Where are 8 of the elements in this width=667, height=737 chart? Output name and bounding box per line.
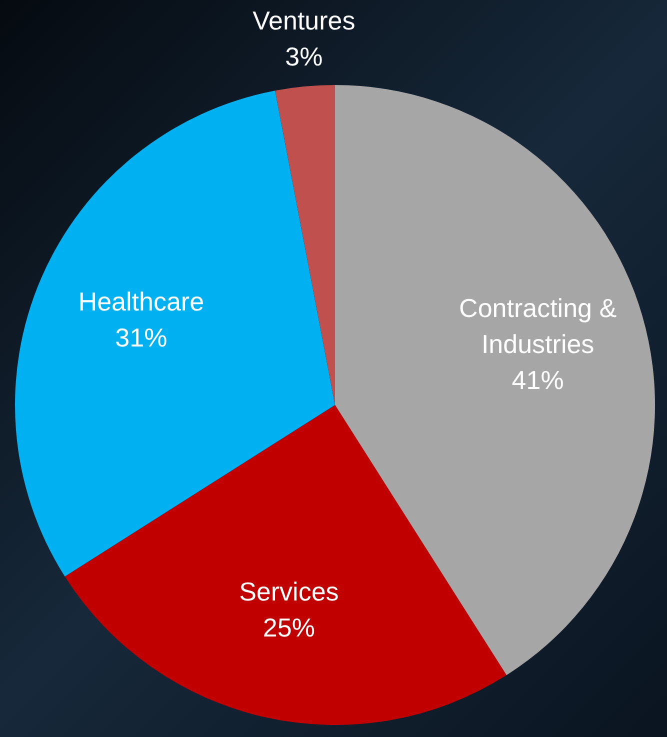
slice-label: Ventures — [252, 6, 356, 36]
slice-label: Services — [239, 576, 339, 606]
slice-label: Healthcare — [78, 286, 204, 316]
data-label: 31% — [115, 322, 168, 352]
data-label: 3% — [285, 42, 323, 72]
slice-label: Contracting & Industries — [459, 293, 617, 360]
data-label: 25% — [262, 612, 315, 642]
data-label: 41% — [512, 365, 564, 396]
